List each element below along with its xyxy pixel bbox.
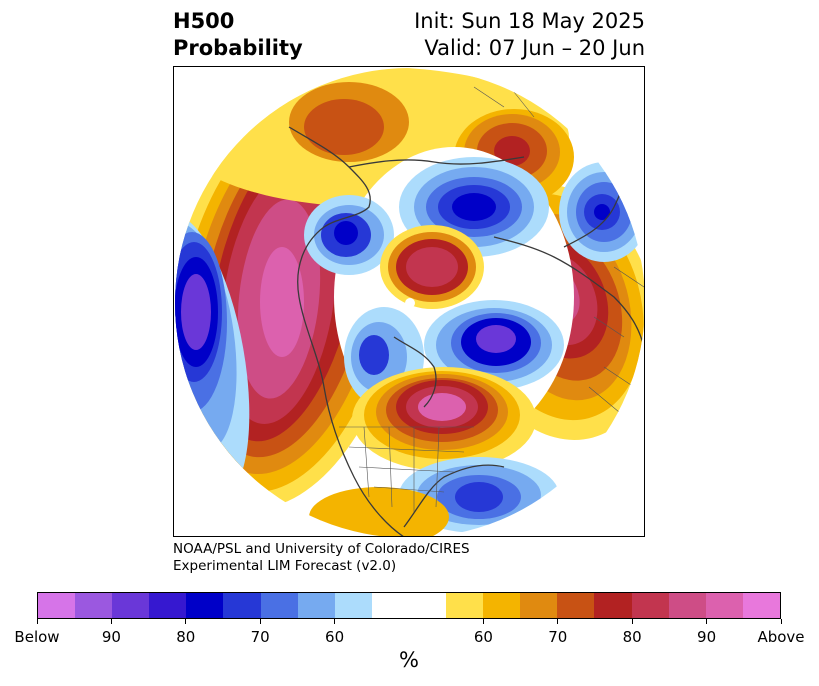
colorbar-tick — [334, 619, 336, 624]
colorbar-segment — [334, 593, 372, 618]
colorbar-tick-label: 70 — [250, 628, 270, 646]
colorbar-tick-label: Below — [14, 628, 60, 646]
colorbar-tick — [557, 619, 559, 624]
colorbar-segment — [705, 593, 743, 618]
title-quantity: Probability — [173, 36, 303, 60]
colorbar-segment — [75, 593, 113, 618]
colorbar-segment — [260, 593, 298, 618]
anomaly-above-north-america — [352, 367, 536, 471]
colorbar-tick-label: 80 — [176, 628, 196, 646]
colorbar-segment — [557, 593, 595, 618]
colorbar-tick — [631, 619, 633, 624]
colorbar-tick-label: Above — [757, 628, 805, 646]
colorbar-segment — [371, 593, 409, 618]
colorbar-segment — [631, 593, 669, 618]
probability-map — [173, 66, 645, 537]
map-canvas — [175, 68, 644, 536]
forecast-field — [175, 68, 644, 536]
colorbar-segment — [446, 593, 484, 618]
colorbar-segment — [594, 593, 632, 618]
colorbar-segment — [408, 593, 447, 618]
colorbar-tick — [185, 619, 187, 624]
colorbar-tick-label: 70 — [548, 628, 568, 646]
colorbar-segment — [38, 593, 76, 618]
colorbar-tick-label: 90 — [697, 628, 717, 646]
anomaly-below-east — [559, 162, 644, 262]
forecast-dates: Init: Sun 18 May 2025 Valid: 07 Jun – 20… — [360, 8, 645, 62]
colorbar-segment — [149, 593, 187, 618]
valid-range: Valid: 07 Jun – 20 Jun — [424, 36, 645, 60]
colorbar-tick-label: 60 — [473, 628, 493, 646]
colorbar-segment — [742, 593, 780, 618]
colorbar-segment — [297, 593, 335, 618]
anomaly-below-atlantic — [424, 300, 564, 390]
init-date: Init: Sun 18 May 2025 — [414, 9, 645, 33]
colorbar-segment — [520, 593, 558, 618]
colorbar-segment — [223, 593, 261, 618]
colorbar-segment — [483, 593, 521, 618]
colorbar-tick — [110, 619, 112, 624]
colorbar-segment — [112, 593, 150, 618]
credit-model: Experimental LIM Forecast (v2.0) — [173, 558, 397, 574]
map-title: H500 Probability — [173, 8, 303, 62]
colorbar-segment — [186, 593, 224, 618]
credit-text: NOAA/PSL and University of Colorado/CIRE… — [173, 541, 470, 575]
colorbar-tick-label: 80 — [622, 628, 642, 646]
anomaly-below-canada — [304, 195, 394, 275]
anomaly-above-central — [380, 225, 484, 309]
colorbar-unit-label: % — [399, 648, 419, 672]
title-variable: H500 — [173, 9, 235, 33]
colorbar — [37, 592, 781, 619]
colorbar-tick — [36, 619, 38, 624]
colorbar-tick — [259, 619, 261, 624]
colorbar-tick — [706, 619, 708, 624]
colorbar-tick — [780, 619, 782, 624]
anomaly-below-west — [175, 213, 250, 501]
colorbar-segment — [668, 593, 706, 618]
north-pole-marker — [405, 298, 415, 308]
colorbar-tick-label: 90 — [101, 628, 121, 646]
credit-institution: NOAA/PSL and University of Colorado/CIRE… — [173, 541, 470, 557]
colorbar-tick-label: 60 — [325, 628, 345, 646]
colorbar-tick — [482, 619, 484, 624]
